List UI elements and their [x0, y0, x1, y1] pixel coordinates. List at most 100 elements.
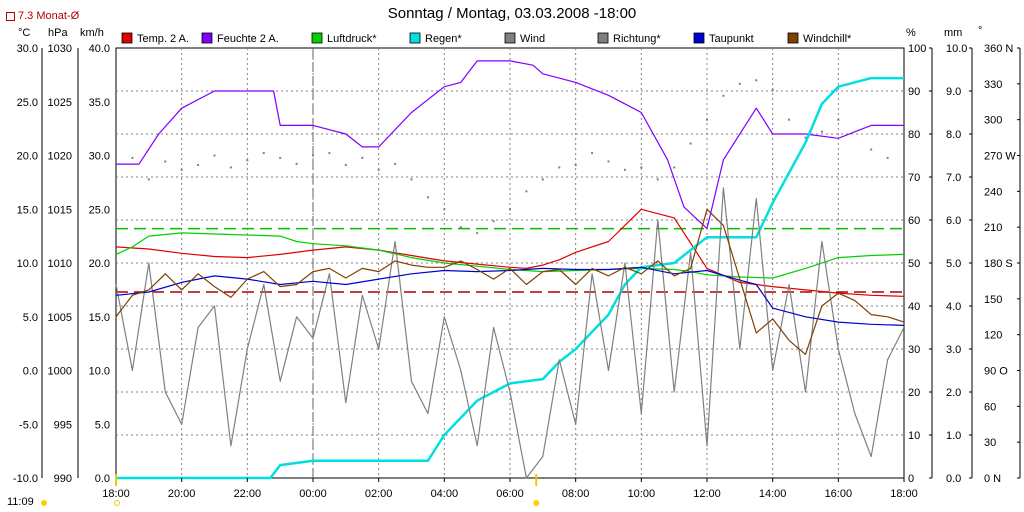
- direction-dot: [492, 220, 495, 223]
- chart-title: Sonntag / Montag, 03.03.2008 -18:00: [387, 5, 637, 22]
- direction-tick-label: 210: [984, 222, 1002, 234]
- direction-dot: [771, 88, 774, 91]
- wind-tick-label: 25.0: [89, 204, 110, 216]
- direction-dot: [262, 152, 265, 155]
- temp-tick-label: 30.0: [17, 43, 38, 55]
- direction-tick-label: 240: [984, 186, 1002, 198]
- rain-tick-label: 10.0: [946, 43, 967, 55]
- direction-dot: [623, 168, 626, 171]
- humidity-tick-label: 60: [908, 215, 920, 227]
- monthly-average-badge: 7.3 Monat-Ø: [6, 10, 79, 22]
- direction-dot: [344, 164, 347, 167]
- rain-tick-label: 2.0: [946, 387, 961, 399]
- direction-dot: [870, 148, 873, 151]
- x-tick-label: 08:00: [562, 488, 590, 500]
- humidity-tick-label: 30: [908, 344, 920, 356]
- legend-label: Taupunkt: [709, 33, 754, 45]
- direction-dot: [443, 208, 446, 211]
- legend-label: Richtung*: [613, 33, 661, 45]
- direction-dot: [197, 164, 200, 167]
- rain-tick-label: 5.0: [946, 258, 961, 270]
- direction-tick-label: 180 S: [984, 258, 1013, 270]
- legend-swatch: [409, 32, 421, 44]
- direction-tick-label: 150: [984, 294, 1002, 306]
- humidity-tick-label: 90: [908, 86, 920, 98]
- legend-label: Windchill*: [803, 33, 852, 45]
- humidity-tick-label: 10: [908, 430, 920, 442]
- legend-label: Temp. 2 A.: [137, 33, 189, 45]
- legend-label: Luftdruck*: [327, 33, 377, 45]
- legend-swatch: [201, 32, 213, 44]
- legend-label: Wind: [520, 33, 545, 45]
- direction-dot: [755, 79, 758, 82]
- humidity-tick-label: 100: [908, 43, 926, 55]
- x-tick-label: 04:00: [431, 488, 459, 500]
- temp-tick-label: 25.0: [17, 97, 38, 109]
- direction-tick-label: 270 W: [984, 151, 1016, 163]
- humidity-tick-label: 80: [908, 129, 920, 141]
- series-taupunkt: [115, 266, 905, 326]
- legend-swatch: [597, 32, 609, 44]
- direction-tick-label: 90 O: [984, 366, 1008, 378]
- direction-dot: [689, 142, 692, 145]
- legend-swatch: [121, 32, 133, 44]
- direction-dot: [229, 166, 232, 169]
- wind-tick-label: 0.0: [95, 473, 110, 485]
- wind-tick-label: 10.0: [89, 366, 110, 378]
- unit-rain: mm: [944, 27, 962, 39]
- badge-label: 7.3 Monat-Ø: [18, 10, 80, 22]
- direction-dot: [706, 118, 708, 121]
- direction-dot: [804, 136, 807, 139]
- rain-tick-label: 9.0: [946, 86, 961, 98]
- status-time: 11:09: [7, 496, 34, 508]
- legend-label: Feuchte 2 A.: [217, 33, 279, 45]
- direction-dot: [738, 82, 741, 85]
- direction-dot: [147, 178, 150, 181]
- sunrise-icon: [533, 500, 540, 506]
- direction-dot: [591, 152, 594, 155]
- wind-tick-label: 30.0: [89, 151, 110, 163]
- series-richtung-: [115, 79, 905, 235]
- wind-tick-label: 35.0: [89, 97, 110, 109]
- direction-dot: [525, 190, 528, 193]
- unit-pressure: hPa: [48, 27, 68, 39]
- direction-dot: [903, 178, 905, 181]
- legend-swatch: [787, 32, 799, 44]
- x-tick-label: 02:00: [365, 488, 393, 500]
- unit-temp: °C: [18, 27, 30, 39]
- series-regen-: [116, 76, 904, 480]
- direction-dot: [640, 166, 643, 169]
- x-tick-label: 20:00: [168, 488, 196, 500]
- direction-dot: [426, 196, 429, 199]
- direction-dot: [558, 166, 561, 169]
- direction-dot: [312, 154, 314, 157]
- temp-tick-label: -10.0: [13, 473, 38, 485]
- rain-tick-label: 6.0: [946, 215, 961, 227]
- legend-swatch: [693, 32, 705, 44]
- humidity-tick-label: 0: [908, 473, 914, 485]
- pressure-tick-label: 1030: [48, 43, 72, 55]
- legend-swatch: [504, 32, 516, 44]
- temp-tick-label: 10.0: [17, 258, 38, 270]
- direction-tick-label: 300: [984, 115, 1002, 127]
- x-tick-label: 18:00: [890, 488, 918, 500]
- rain-tick-label: 7.0: [946, 172, 961, 184]
- x-tick-label: 06:00: [496, 488, 524, 500]
- direction-tick-label: 0 N: [984, 473, 1001, 485]
- x-tick-label: 14:00: [759, 488, 787, 500]
- series-wind: [115, 187, 905, 479]
- legend-swatch: [311, 32, 323, 44]
- direction-dot: [788, 118, 791, 121]
- direction-dot: [722, 94, 725, 97]
- pressure-tick-label: 1005: [48, 312, 72, 324]
- direction-dot: [394, 162, 397, 165]
- series-feuchte-2-a-: [116, 60, 904, 230]
- humidity-tick-label: 70: [908, 172, 920, 184]
- temp-tick-label: 20.0: [17, 151, 38, 163]
- wind-tick-label: 5.0: [95, 419, 110, 431]
- x-tick-label: 16:00: [825, 488, 853, 500]
- direction-dot: [164, 160, 167, 163]
- direction-dot: [115, 148, 117, 151]
- wind-tick-label: 40.0: [89, 43, 110, 55]
